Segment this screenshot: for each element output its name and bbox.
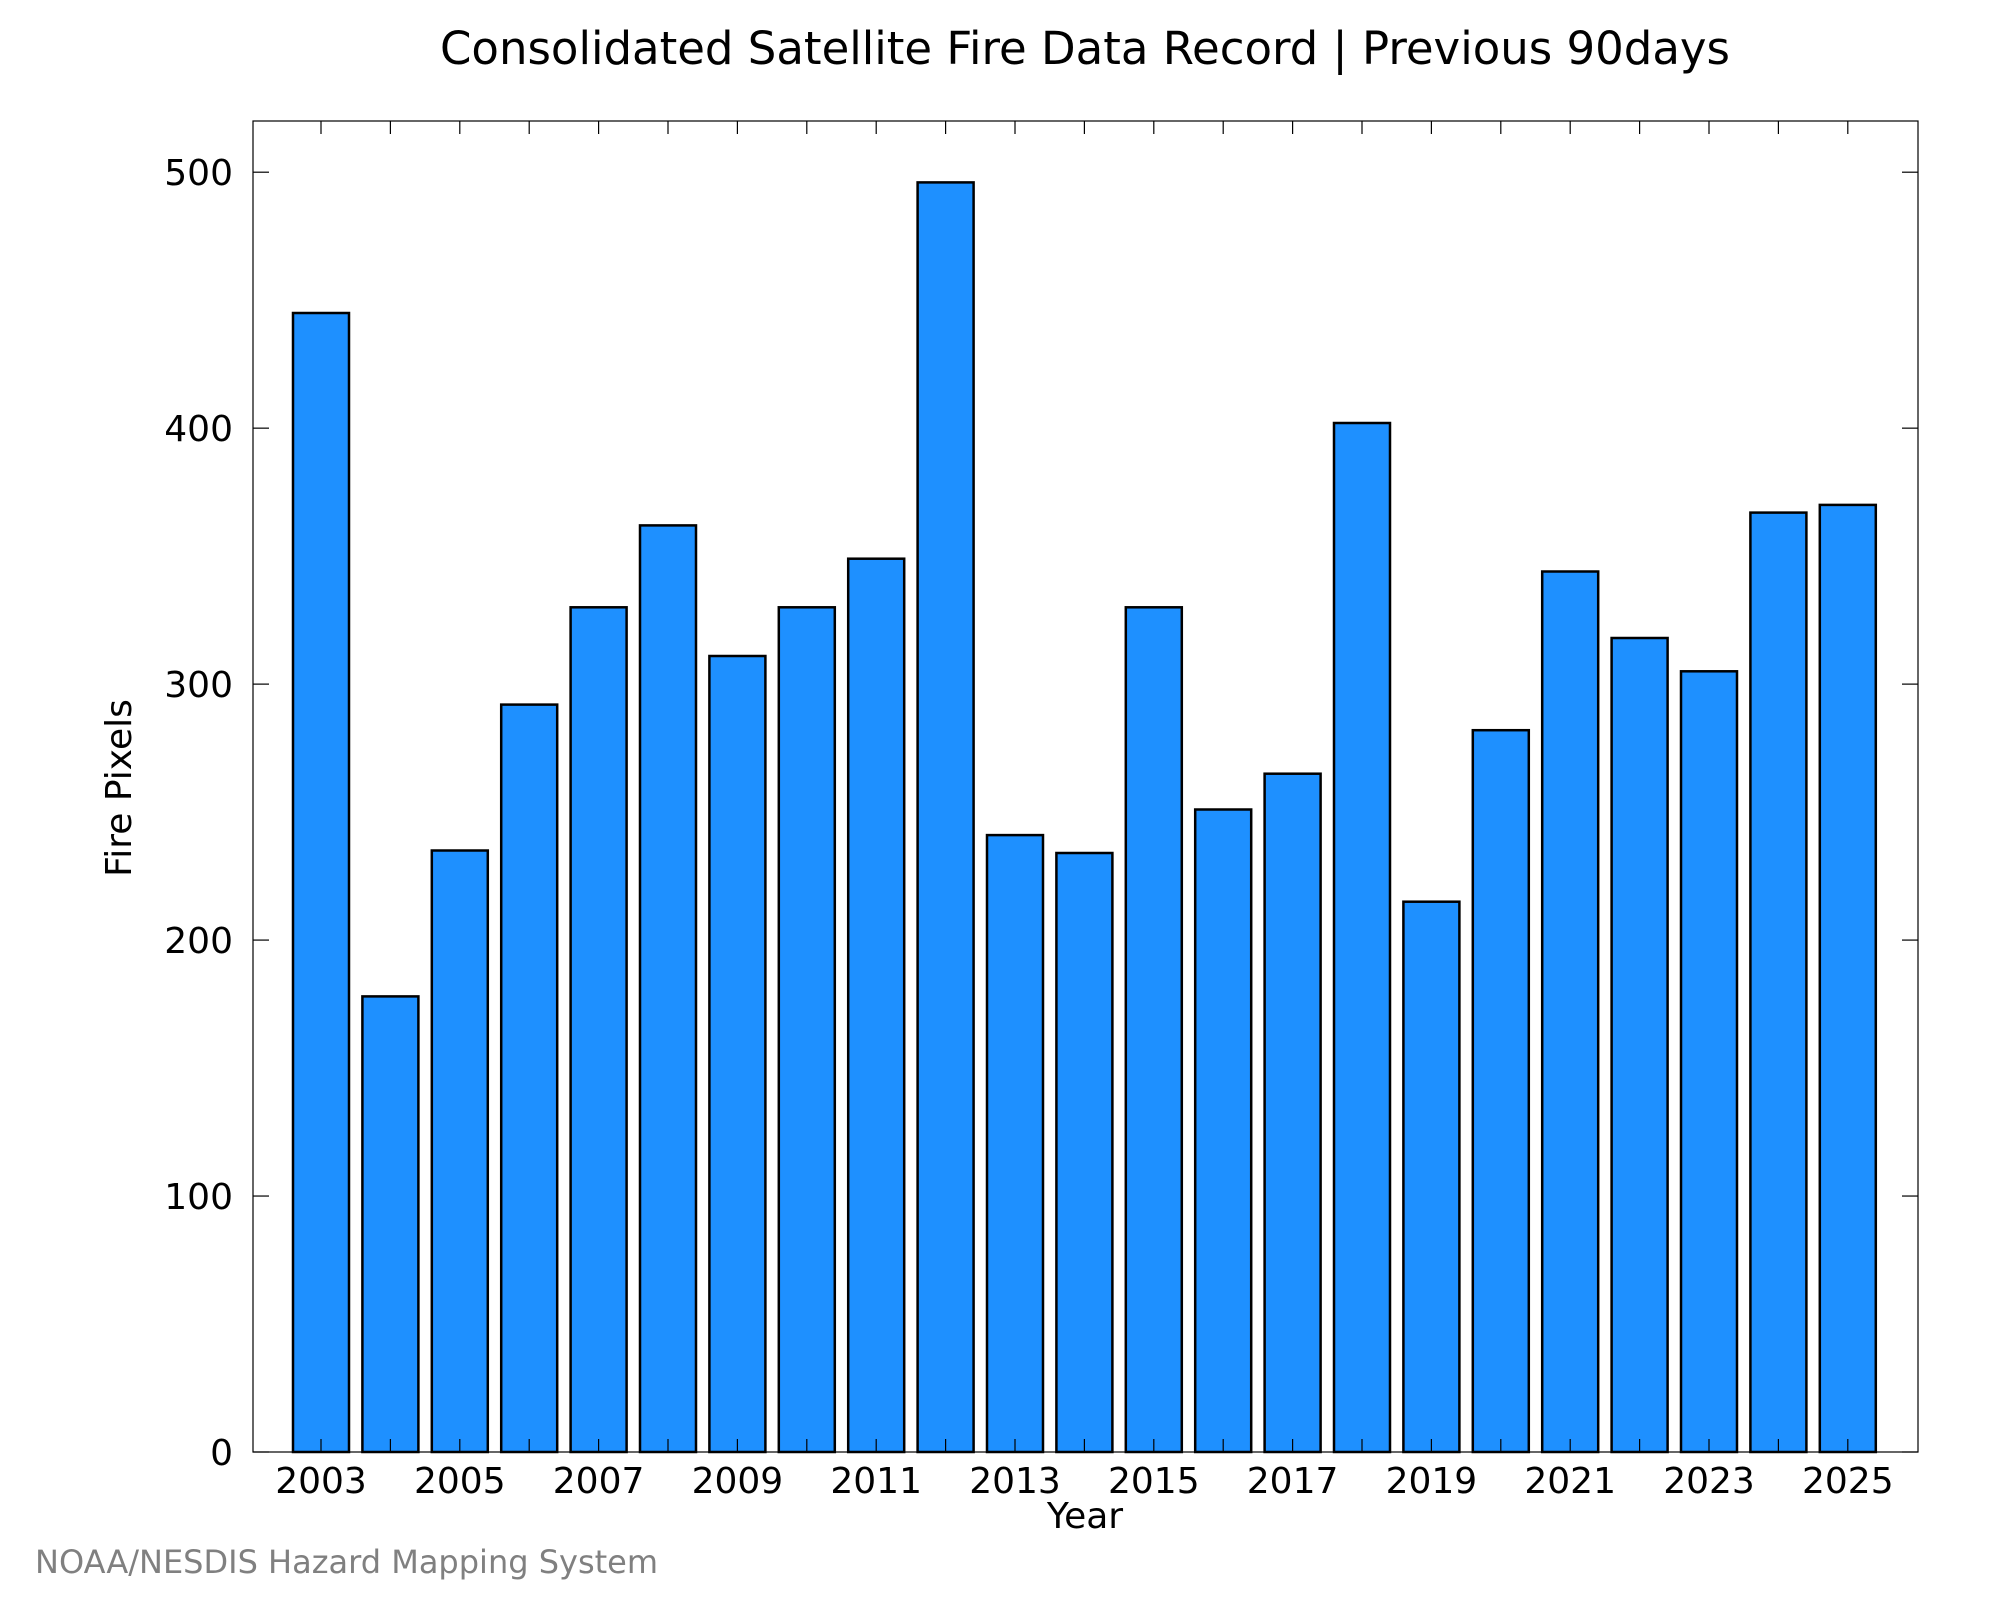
bar-2008 — [638, 524, 698, 1454]
plot-frame — [252, 120, 1919, 1453]
y-tick-label-0: 0 — [210, 1433, 233, 1474]
bar-2022 — [1610, 636, 1669, 1454]
bar-2021 — [1540, 570, 1600, 1454]
bar-2016 — [1193, 808, 1253, 1454]
x-tick-label-2003: 2003 — [275, 1461, 367, 1502]
bar-2003 — [291, 311, 351, 1454]
plot-area: 0 100 200 300 400 500 2003 2005 2007 2009 2011 2013… — [164, 120, 1919, 1502]
bar-2018 — [1332, 421, 1392, 1454]
x-tick-label-2013: 2013 — [969, 1461, 1061, 1502]
x-tick-label-2009: 2009 — [692, 1461, 784, 1502]
x-tick-label-2017: 2017 — [1247, 1461, 1339, 1502]
bar-2005 — [430, 849, 490, 1454]
bar-2023 — [1679, 670, 1739, 1454]
y-tick-label-300: 300 — [164, 665, 233, 706]
x-tick-label-2019: 2019 — [1386, 1461, 1478, 1502]
bar-2025 — [1818, 503, 1878, 1454]
x-tick-label-2011: 2011 — [830, 1461, 922, 1502]
chart-title: Consolidated Satellite Fire Data Record … — [440, 22, 1730, 75]
bar-2006 — [499, 703, 559, 1454]
y-tick-label-500: 500 — [164, 153, 233, 194]
footer-credit: NOAA/NESDIS Hazard Mapping System — [35, 1543, 658, 1581]
bar-2017 — [1263, 772, 1322, 1454]
bar-2020 — [1471, 728, 1531, 1454]
bar-2010 — [777, 606, 837, 1454]
x-tick-label-2021: 2021 — [1524, 1461, 1616, 1502]
bar-2019 — [1402, 900, 1461, 1454]
x-tick-label-2015: 2015 — [1108, 1461, 1200, 1502]
bar-2012 — [916, 181, 975, 1454]
y-tick-label-100: 100 — [164, 1177, 233, 1218]
x-tick-label-2025: 2025 — [1802, 1461, 1894, 1502]
bar-2013 — [985, 833, 1045, 1454]
bar-2015 — [1124, 606, 1184, 1454]
bar-2024 — [1749, 511, 1808, 1454]
bar-2009 — [708, 654, 767, 1454]
bar-2011 — [846, 557, 906, 1454]
x-tick-label-2023: 2023 — [1663, 1461, 1755, 1502]
bar-2007 — [569, 606, 628, 1454]
x-axis-label: Year — [1046, 1496, 1123, 1537]
y-axis-label: Fire Pixels — [99, 699, 140, 877]
bar-2014 — [1055, 851, 1114, 1454]
y-tick-label-400: 400 — [164, 409, 233, 450]
bar-2004 — [361, 995, 420, 1454]
y-tick-label-200: 200 — [164, 921, 233, 962]
x-tick-label-2005: 2005 — [414, 1461, 506, 1502]
x-tick-label-2007: 2007 — [553, 1461, 645, 1502]
